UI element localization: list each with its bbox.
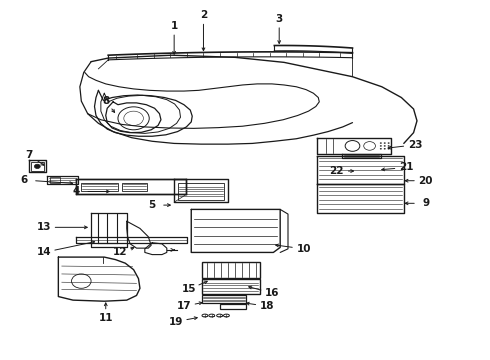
Text: 17: 17 <box>176 301 191 311</box>
Text: 13: 13 <box>36 222 51 232</box>
Text: 6: 6 <box>21 175 28 185</box>
Text: 14: 14 <box>36 247 51 257</box>
Text: 12: 12 <box>113 247 128 257</box>
Text: 22: 22 <box>330 166 344 176</box>
Text: 18: 18 <box>260 301 274 311</box>
Circle shape <box>34 164 40 168</box>
Text: 2: 2 <box>200 10 207 20</box>
Circle shape <box>384 148 386 149</box>
Bar <box>220 304 246 309</box>
Circle shape <box>384 145 386 147</box>
Text: 1: 1 <box>171 21 178 31</box>
Text: 16: 16 <box>265 288 279 298</box>
Circle shape <box>388 142 390 144</box>
Circle shape <box>388 148 390 149</box>
Bar <box>122 183 147 192</box>
Text: 5: 5 <box>148 200 156 210</box>
Bar <box>81 183 118 192</box>
Text: 20: 20 <box>418 176 433 186</box>
Bar <box>202 262 260 278</box>
Text: 19: 19 <box>169 317 183 327</box>
Bar <box>31 162 44 171</box>
Text: 8: 8 <box>102 96 109 106</box>
Bar <box>49 177 60 183</box>
Bar <box>202 279 260 294</box>
Text: 9: 9 <box>422 198 429 208</box>
Circle shape <box>388 145 390 147</box>
Bar <box>177 183 224 200</box>
Text: 3: 3 <box>275 14 283 24</box>
Circle shape <box>380 142 382 144</box>
Text: 21: 21 <box>399 162 414 172</box>
Circle shape <box>384 142 386 144</box>
Text: 15: 15 <box>182 284 196 294</box>
Text: 7: 7 <box>25 150 33 160</box>
Text: 23: 23 <box>408 140 422 150</box>
Text: 10: 10 <box>296 244 311 254</box>
Circle shape <box>380 148 382 149</box>
Circle shape <box>380 145 382 147</box>
Text: 11: 11 <box>98 313 113 323</box>
Bar <box>202 296 246 303</box>
Text: 4: 4 <box>73 186 80 197</box>
